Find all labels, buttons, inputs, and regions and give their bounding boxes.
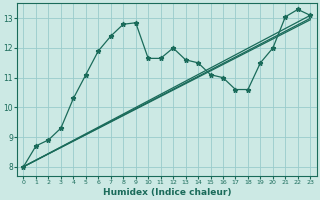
X-axis label: Humidex (Indice chaleur): Humidex (Indice chaleur) bbox=[103, 188, 231, 197]
